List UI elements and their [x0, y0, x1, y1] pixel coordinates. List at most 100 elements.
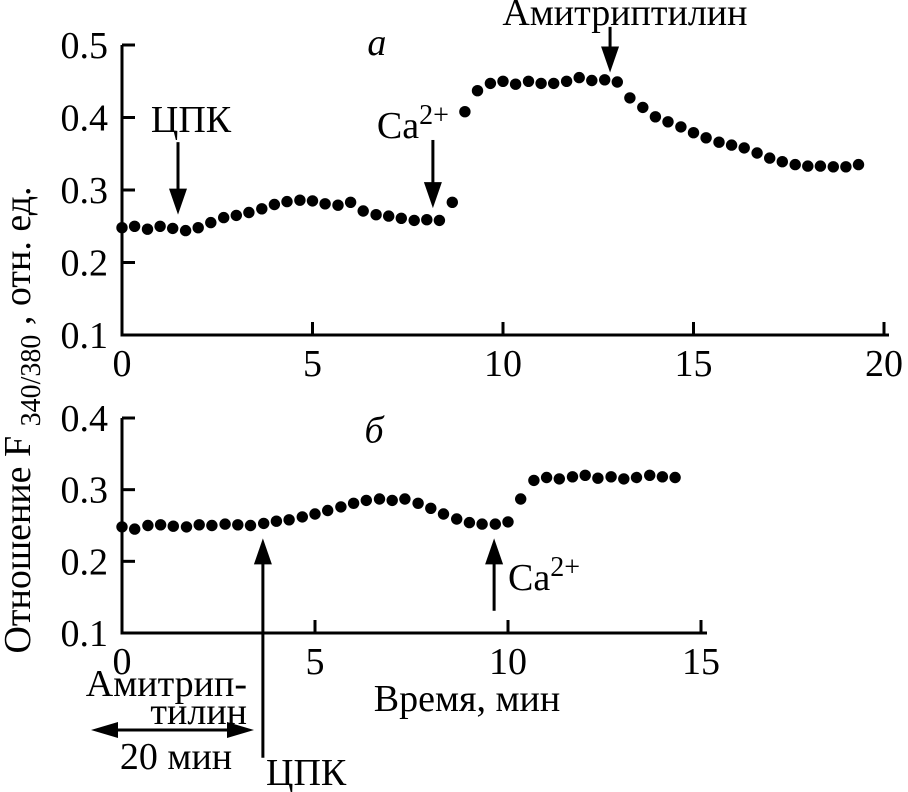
- data-point: [840, 161, 852, 173]
- data-point: [630, 471, 643, 484]
- data-point: [553, 473, 565, 485]
- data-point: [669, 471, 681, 484]
- panel-label-b: б: [365, 409, 386, 451]
- data-point: [357, 205, 369, 217]
- y-axis-label-main: Отношение F: [0, 436, 39, 654]
- data-point: [776, 156, 788, 168]
- data-point: [167, 520, 179, 532]
- data-point: [193, 519, 205, 531]
- data-point: [502, 516, 514, 528]
- data-point: [751, 147, 763, 159]
- data-point: [244, 519, 257, 532]
- data-point: [335, 501, 347, 513]
- data-point: [218, 211, 230, 224]
- data-point: [624, 92, 636, 104]
- data-point: [258, 517, 270, 530]
- data-point: [764, 152, 776, 164]
- data-point: [386, 494, 398, 507]
- pretreatment-label-line1: Амитрип-: [86, 663, 247, 705]
- x-axis-label: Время, мин: [374, 678, 560, 720]
- data-point: [399, 493, 411, 505]
- data-point: [789, 158, 801, 171]
- data-point: [243, 206, 255, 219]
- data-point: [662, 116, 674, 128]
- data-point: [370, 209, 382, 221]
- y-axis-label-units: , отн. ед.: [0, 186, 39, 325]
- data-point: [713, 136, 725, 148]
- data-point: [573, 71, 585, 84]
- data-point: [586, 74, 598, 87]
- y-tick-label: 0.3: [61, 470, 109, 512]
- data-point: [814, 160, 827, 172]
- y-tick-label: 0.4: [61, 98, 109, 140]
- data-point: [644, 469, 656, 481]
- data-point: [522, 75, 535, 88]
- panel-b: 0.1 0.2 0.3 0.4 0 5 10 15 ЦПК Ca2+ б: [61, 398, 721, 792]
- data-point: [373, 493, 386, 505]
- panels-group: 0.1 0.2 0.3 0.4 0.5 0 5 10 15 20 ЦПК Ca2+ Амитриптил…: [61, 0, 904, 792]
- data-point: [408, 214, 420, 227]
- data-point: [360, 494, 372, 507]
- data-point: [605, 471, 617, 483]
- y-tick-label: 0.4: [61, 398, 109, 440]
- ca-a-arrow-head: [423, 182, 442, 209]
- x-tick-label: 15: [682, 641, 720, 683]
- data-point: [484, 77, 497, 90]
- cpk-a-arrow-head: [169, 188, 188, 215]
- data-point: [180, 521, 193, 533]
- data-point: [599, 74, 611, 86]
- data-point: [463, 516, 476, 529]
- data-point: [129, 523, 141, 535]
- data-point: [205, 216, 217, 229]
- data-point: [344, 196, 357, 208]
- data-point: [700, 132, 712, 144]
- data-point: [548, 77, 560, 90]
- data-point: [154, 519, 167, 531]
- data-point: [509, 78, 522, 90]
- data-point: [497, 75, 509, 88]
- data-point: [656, 471, 669, 483]
- y-tick-label: 0.1: [61, 315, 109, 357]
- data-point: [395, 212, 407, 224]
- data-point: [827, 161, 839, 173]
- data-point: [592, 472, 604, 484]
- data-point: [738, 142, 750, 154]
- data-point: [142, 519, 154, 532]
- data-point: [459, 106, 471, 118]
- data-point: [802, 160, 814, 172]
- data-point: [294, 194, 306, 206]
- data-point: [206, 519, 218, 532]
- cpk-a-label: ЦПК: [151, 99, 232, 141]
- y-tick-label: 0.2: [61, 243, 109, 285]
- y-axis-label: Отношение F 340/380 , отн. ед.: [0, 186, 49, 653]
- pretreatment-annotation: Амитрип- тилин 20 мин: [86, 663, 254, 778]
- data-point: [535, 77, 547, 90]
- data-point: [687, 127, 700, 139]
- y-tick-label: 0.5: [61, 25, 109, 67]
- x-tick-label: 15: [675, 343, 713, 385]
- x-tick-label: 5: [306, 641, 325, 683]
- data-point: [141, 223, 154, 235]
- x-tick-label: 5: [303, 343, 322, 385]
- data-point: [383, 210, 395, 222]
- y-axis-label-subscript: 340/380: [16, 335, 47, 427]
- pretreatment-duration-label: 20 мин: [120, 736, 232, 778]
- data-point: [425, 502, 437, 514]
- data-point: [281, 195, 293, 208]
- y-tick-label: 0.3: [61, 170, 109, 212]
- x-tick-label: 10: [489, 641, 527, 683]
- x-tick-label: 0: [113, 641, 132, 683]
- data-point: [232, 519, 244, 531]
- data-point: [489, 518, 501, 530]
- data-point: [154, 220, 166, 232]
- data-point: [322, 504, 334, 517]
- data-point: [283, 514, 295, 526]
- data-point: [649, 111, 662, 123]
- panel-label-a: а: [367, 22, 386, 64]
- data-point: [192, 222, 204, 234]
- data-point: [412, 497, 424, 509]
- ca-a-label: Ca2+: [377, 100, 449, 147]
- data-point: [528, 474, 540, 487]
- data-point: [219, 518, 231, 530]
